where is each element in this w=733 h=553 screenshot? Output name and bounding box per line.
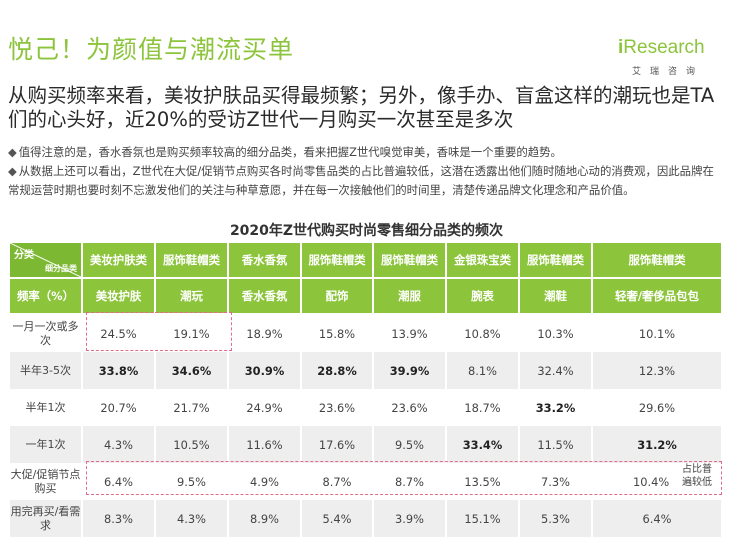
table-cell: 29.6% [592,389,723,426]
page-title: 悦己！为颜值与潮流买单 [8,35,295,64]
headline: 从购买频率来看，美妆护肤品买得最频繁；另外，像手办、盲盒这样的潮玩也是TA们的心… [8,84,715,131]
table-cell: 9.5% [373,426,447,463]
frequency-table: 分类 细分品类 美妆护肤类 服饰鞋帽类 香水香氛 服饰鞋帽类 服饰鞋帽类 金银珠… [10,243,723,537]
subcategory-header: 潮鞋 [519,278,593,315]
category-header: 服饰鞋帽类 [373,243,447,279]
frequency-header: 频率（%） [10,278,83,315]
table-cell: 33.8% [82,352,156,389]
category-header: 服饰鞋帽类 [592,243,723,279]
logo-wordmark: iResearch [618,37,705,58]
table-cell: 8.7% [301,463,374,500]
category-header: 服饰鞋帽类 [519,243,593,279]
table-cell: 15.1% [446,500,520,537]
table-cell: 10.5% [155,426,229,463]
table-cell: 6.4% [82,463,156,500]
table-cell: 10.8% [446,314,520,352]
table-cell: 24.9% [228,389,302,426]
table-cell: 3.9% [373,500,447,537]
table-cell: 21.7% [155,389,229,426]
table-cell: 4.3% [82,426,156,463]
table-cell: 10.3% [519,314,593,352]
table-cell: 20.7% [82,389,156,426]
category-header: 金银珠宝类 [446,243,520,279]
table-cell: 24.5% [82,314,156,352]
table-row: 用完再买/看需求 8.3% 4.3% 8.9% 5.4% 3.9% 15.1% … [10,500,723,537]
table-cell: 28.8% [301,352,374,389]
row-label: 大促/促销节点购买 [10,463,83,500]
category-header-row: 分类 细分品类 美妆护肤类 服饰鞋帽类 香水香氛 服饰鞋帽类 服饰鞋帽类 金银珠… [10,243,723,279]
table-row: 一月一次或多次 24.5% 19.1% 18.9% 15.8% 13.9% 10… [10,314,723,352]
subcategory-header: 轻奢/奢侈品包包 [592,278,723,315]
subcategory-header: 潮玩 [155,278,229,315]
bullet-point: ◆ 从数据上还可以看出，Z世代在大促/促销节点购买各时尚零售品类的占比普遍较低，这… [8,164,714,197]
subcategory-header: 美妆护肤 [82,278,156,315]
table-cell: 5.3% [519,500,593,537]
category-header: 美妆护肤类 [82,243,156,279]
table-cell: 8.3% [82,500,156,537]
table-cell: 13.9% [373,314,447,352]
table-cell: 5.4% [301,500,374,537]
table-cell: 9.5% [155,463,229,500]
table-row: 一年1次 4.3% 10.5% 11.6% 17.6% 9.5% 33.4% 1… [10,426,723,463]
category-header: 服饰鞋帽类 [301,243,374,279]
table-cell: 33.4% [446,426,520,463]
table-cell: 4.9% [228,463,302,500]
table-cell: 6.4% [592,500,723,537]
iresearch-logo: iResearch 艾瑞咨询 [618,37,718,87]
logo-subtitle: 艾瑞咨询 [632,67,705,77]
table-cell: 19.1% [155,314,229,352]
row-label: 半年1次 [10,389,83,426]
table-cell: 23.6% [373,389,447,426]
subcategory-header: 配饰 [301,278,374,315]
table-cell: 11.6% [228,426,302,463]
category-header: 服饰鞋帽类 [155,243,229,279]
diamond-bullet-icon: ◆ [8,145,17,159]
table-cell: 32.4% [519,352,593,389]
table-row: 半年1次 20.7% 21.7% 24.9% 23.6% 23.6% 18.7%… [10,389,723,426]
table-cell: 17.6% [301,426,374,463]
table-cell: 15.8% [301,314,374,352]
table-row: 半年3-5次 33.8% 34.6% 30.9% 28.8% 39.9% 8.1… [10,352,723,389]
diamond-bullet-icon: ◆ [8,164,17,178]
subcategory-header: 香水香氛 [228,278,302,315]
table-row: 大促/促销节点购买 6.4% 9.5% 4.9% 8.7% 8.7% 13.5%… [10,463,723,500]
side-note: 占比普遍较低 [682,464,712,488]
table-cell: 39.9% [373,352,447,389]
table-cell: 30.9% [228,352,302,389]
table-cell: 18.9% [228,314,302,352]
table-cell: 34.6% [155,352,229,389]
row-label: 一年1次 [10,426,83,463]
table-cell: 7.3% [519,463,593,500]
bullet-point: ◆ 值得注意的是，香水香氛也是购买频率较高的细分品类，看来把握Z世代嗅觉审美，香味… [8,145,562,159]
table-cell: 10.4% [592,463,723,500]
category-header: 香水香氛 [228,243,302,279]
table-cell: 4.3% [155,500,229,537]
table-cell: 8.9% [228,500,302,537]
corner-header-cell: 分类 细分品类 [10,243,83,279]
table-cell: 31.2% [592,426,723,463]
table-cell: 12.3% [592,352,723,389]
table-cell: 11.5% [519,426,593,463]
table-cell: 10.1% [592,314,723,352]
row-label: 半年3-5次 [10,352,83,389]
table-cell: 18.7% [446,389,520,426]
subcategory-header: 腕表 [446,278,520,315]
table-cell: 33.2% [519,389,593,426]
table-caption: 2020年Z世代购买时尚零售细分品类的频次 [229,223,504,239]
row-label: 用完再买/看需求 [10,500,83,537]
subcategory-header-row: 频率（%） 美妆护肤 潮玩 香水香氛 配饰 潮服 腕表 潮鞋 轻奢/奢侈品包包 [10,278,723,315]
table-cell: 23.6% [301,389,374,426]
table-cell: 8.7% [373,463,447,500]
table-cell: 13.5% [446,463,520,500]
table-cell: 8.1% [446,352,520,389]
row-label: 一月一次或多次 [10,314,83,352]
subcategory-header: 潮服 [373,278,447,315]
